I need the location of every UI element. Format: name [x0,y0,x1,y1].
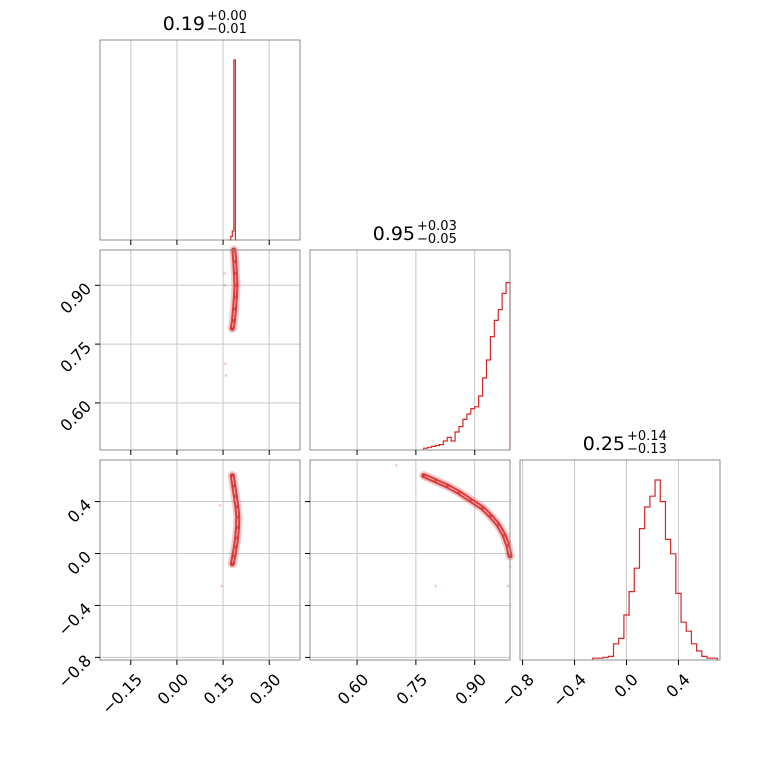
tick-label-x: −0.8 [497,670,538,711]
panel-title-median: 0.19 [163,13,205,35]
tick-label-x: 0.00 [154,670,193,709]
panel-1-1: 0.95 +0.03−0.05 [309,219,511,455]
panel-title-minus: −0.13 [627,442,667,457]
scatter-point [230,326,234,331]
histogram-2 [592,479,719,660]
scatter-outlier [223,272,226,275]
scatter-point [232,554,236,558]
scatter-outlier [224,374,228,377]
panel-frame [309,249,511,451]
scatter-point [231,318,236,323]
panel-title-plus: +0.00 [207,9,247,24]
histogram-1 [423,282,511,450]
scatter-outlier [223,283,226,287]
panel-title-minus: −0.05 [417,232,457,247]
scatter-outlier [506,584,510,588]
contour-line [423,475,511,557]
scatter-point [233,295,237,299]
scatter-point [236,515,240,519]
tick-label-x: −0.15 [98,670,146,718]
scatter-outlier [394,463,398,467]
histogram-0 [229,59,237,241]
scatter-point [433,479,438,483]
scatter-point [480,506,485,510]
scatter-point [445,484,449,488]
scatter-point [233,260,237,264]
scatter-point [232,484,236,488]
panel-2-0 [95,459,301,665]
panel-frame [99,459,301,661]
scatter-point [496,523,500,527]
panel-2-2: 0.25 +0.14−0.13 [519,429,721,665]
tick-label-y: 0.75 [56,338,95,377]
tick-label-y: −0.4 [54,599,95,640]
scatter-point [235,505,239,509]
panel-frame [99,249,301,451]
scatter-point [502,533,506,537]
scatter-point [230,473,234,478]
scatter-outlier [223,362,227,366]
panel-title-minus: −0.01 [207,22,247,37]
tick-label-x: 0.60 [334,670,373,709]
tick-label-y: −0.8 [54,651,95,692]
tick-label-x: 0.4 [662,670,693,701]
tick-label-y: 0.60 [56,397,95,436]
scatter-outlier [218,504,222,507]
scatter-outlier [220,584,223,588]
scatter-point [506,544,510,548]
tick-label-x: 0.30 [246,670,285,709]
scatter-point [235,525,240,530]
scatter-point [230,562,234,566]
tick-label-y: 0.90 [56,279,95,318]
tick-label-y: 0.4 [64,495,95,526]
scatter-point [235,536,239,540]
scatter-point [233,494,237,498]
scatter-point [469,498,473,502]
scatter-point [232,307,237,311]
contour-line [231,475,239,564]
panel-frame [99,39,301,241]
panel-title-median: 0.95 [373,223,415,245]
tick-label-x: −0.4 [549,670,590,711]
scatter-point [457,490,461,495]
scatter-outlier [434,584,437,588]
scatter-point [488,514,492,518]
panel-title-plus: +0.14 [627,429,667,444]
panel-2-1 [305,459,515,665]
tick-label-x: 0.0 [610,670,641,701]
panel-title-plus: +0.03 [417,219,457,234]
panel-0-0: 0.19 +0.00−0.01 [99,9,301,245]
panel-frame [309,459,511,661]
scatter-point [233,271,237,276]
scatter-point [234,283,238,287]
density-band-outer [419,471,515,561]
tick-label-y: 0.0 [64,547,95,578]
panel-frame [519,459,721,661]
tick-label-x: 0.75 [393,670,432,709]
contour-line [231,249,237,329]
tick-label-x: 0.15 [200,670,239,709]
scatter-point [422,473,426,478]
panel-title-median: 0.25 [583,433,625,455]
panel-1-0 [95,245,301,455]
scatter-point [233,545,237,549]
density-band-inner [421,473,513,559]
tick-label-x: 0.90 [451,670,490,709]
